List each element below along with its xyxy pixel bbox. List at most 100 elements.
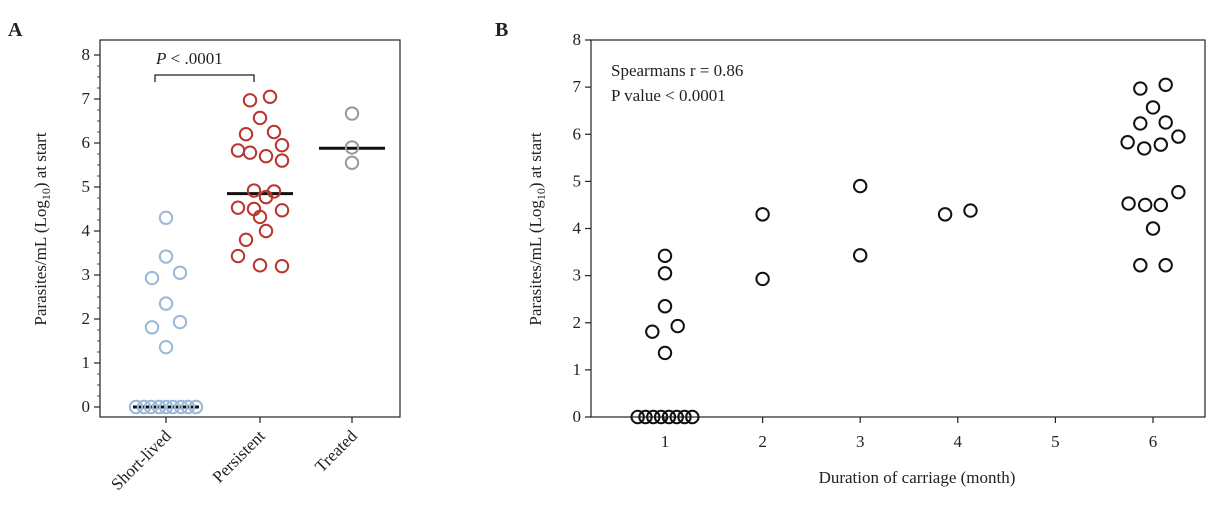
panel-a: A 0 1 2 3 4 5 6 7 8 Short-lived Persistent Treated… [8, 19, 401, 494]
panel-a-y-tick-label: 2 [82, 309, 91, 328]
panel-b-x-axis-label: Duration of carriage (month) [819, 468, 1016, 487]
panel-a-x-tick-label: Treated [311, 426, 361, 476]
panel-b-x-tick-label: 4 [954, 432, 963, 451]
panel-b-data-point [669, 409, 684, 425]
panel-b-data-point [630, 409, 645, 425]
panel-b-data-point [657, 266, 673, 281]
panel-a-data-point [136, 399, 152, 415]
panel-a-data-point [144, 270, 160, 286]
panel-a-data-point [158, 399, 174, 415]
panel-b-data-point [657, 248, 673, 264]
panel-b-y-tick-label: 3 [573, 266, 582, 285]
panel-a-y-axis-label: Parasites/mL (Log10) at start [31, 132, 53, 325]
panel-b-data-point [1158, 77, 1173, 92]
panel-a-data-point [246, 183, 262, 198]
panel-b-data-point [1120, 135, 1135, 150]
panel-a-plot-frame [99, 39, 401, 418]
panel-a-y-tick-label: 4 [82, 221, 91, 240]
panel-b-points [630, 77, 1186, 425]
panel-a-data-point [252, 258, 268, 273]
panel-a-data-point [238, 127, 254, 142]
panel-b-y-tick-label: 2 [573, 313, 582, 332]
panel-b-data-point [677, 409, 692, 425]
panel-b-y-tick-label: 1 [573, 360, 582, 379]
panel-a-data-point [258, 223, 274, 239]
panel-a-data-point [266, 124, 282, 140]
panel-b-x-tick-label: 6 [1149, 432, 1158, 451]
panel-a-y-tick-label: 8 [82, 45, 91, 64]
panel-a-data-point [258, 189, 274, 205]
panel-b-y-tick-label: 5 [573, 171, 582, 190]
panel-a-data-point [230, 248, 246, 264]
panel-a-data-point [144, 320, 160, 335]
panel-b-data-point [670, 318, 685, 334]
panel-b-data-point [755, 271, 770, 287]
panel-b-label: B [495, 19, 508, 41]
panel-a-y-tick-label: 7 [82, 89, 91, 108]
panel-a-data-point [180, 399, 196, 415]
panel-a-y-tick-label: 3 [82, 265, 91, 284]
panel-a-data-point [252, 110, 268, 126]
panel-a-data-point [242, 145, 258, 160]
panel-a-significance-bracket: P < .0001 [154, 49, 255, 82]
panel-b-data-point [1153, 197, 1169, 213]
panel-b-data-point [1158, 115, 1173, 130]
panel-a-data-point [172, 314, 188, 330]
panel-b-data-point [1137, 197, 1153, 213]
panel-b-data-point [1171, 129, 1186, 144]
panel-a-y-tick-label: 6 [82, 133, 91, 152]
panel-a-data-point [128, 399, 144, 415]
panel-b-data-point [1171, 185, 1186, 200]
panel-b-data-point [755, 207, 770, 222]
panel-a-data-point [158, 339, 174, 355]
panel-b-data-point [1133, 116, 1148, 131]
panel-a-x-axis: Short-lived Persistent Treated [107, 417, 361, 494]
panel-a-data-point [230, 200, 246, 215]
panel-b-data-point [937, 207, 953, 222]
panel-a-data-point [158, 249, 174, 264]
panel-a-p-value: P < .0001 [155, 49, 223, 68]
panel-a-label: A [8, 19, 23, 41]
panel-b-data-point [646, 409, 661, 425]
panel-b-data-point [657, 345, 673, 361]
panel-a-y-tick-label: 1 [82, 353, 91, 372]
panel-a-data-point [188, 399, 204, 415]
panel-b-data-point [1145, 100, 1161, 115]
panel-b-data-point [657, 299, 673, 314]
panel-a-y-axis: 0 1 2 3 4 5 6 7 8 [82, 45, 100, 416]
panel-b-data-point [1153, 137, 1169, 152]
panel-a-data-point [274, 138, 290, 153]
panel-b-data-point [1145, 221, 1161, 236]
panel-b-data-point [1133, 81, 1148, 96]
panel-b-stat-p: P value < 0.0001 [611, 86, 726, 105]
panel-a-data-point [344, 140, 360, 155]
panel-b-y-axis: 0 1 2 3 4 5 6 7 8 [573, 30, 591, 426]
panel-b-data-point [1158, 258, 1173, 273]
panel-b-data-point [638, 409, 653, 425]
panel-b-data-point [1121, 196, 1136, 211]
panel-a-data-point [143, 399, 159, 415]
panel-a-data-point [274, 259, 290, 274]
panel-b-data-point [853, 248, 868, 263]
panel-b-y-tick-label: 0 [573, 407, 582, 426]
panel-a-x-tick-label: Short-lived [107, 426, 175, 494]
panel-a-data-point [252, 209, 268, 225]
panel-b-data-point [1133, 258, 1148, 273]
panel-a-data-point [262, 89, 278, 105]
panel-a-data-point [151, 399, 167, 415]
panel-a-data-point [158, 296, 174, 311]
panel-b-y-tick-label: 7 [573, 77, 582, 96]
panel-b-data-point [661, 409, 677, 425]
panel-a-x-tick-label: Persistent [209, 426, 269, 486]
panel-b-x-tick-label: 5 [1051, 432, 1060, 451]
panel-a-data-point [274, 203, 290, 218]
panel-a-data-point [344, 106, 360, 121]
panel-a-data-point [258, 149, 274, 164]
panel-b: B 0 1 2 3 4 5 6 7 8 1 2 3 4 5 6 Parasites/mL (Log10) … [495, 19, 1206, 487]
panel-b-data-point [685, 409, 700, 425]
panel-b-stat-r: Spearmans r = 0.86 [611, 61, 743, 80]
panel-a-data-point [242, 93, 258, 108]
panel-a-y-tick-label: 5 [82, 177, 91, 196]
panel-b-data-point [853, 178, 868, 194]
